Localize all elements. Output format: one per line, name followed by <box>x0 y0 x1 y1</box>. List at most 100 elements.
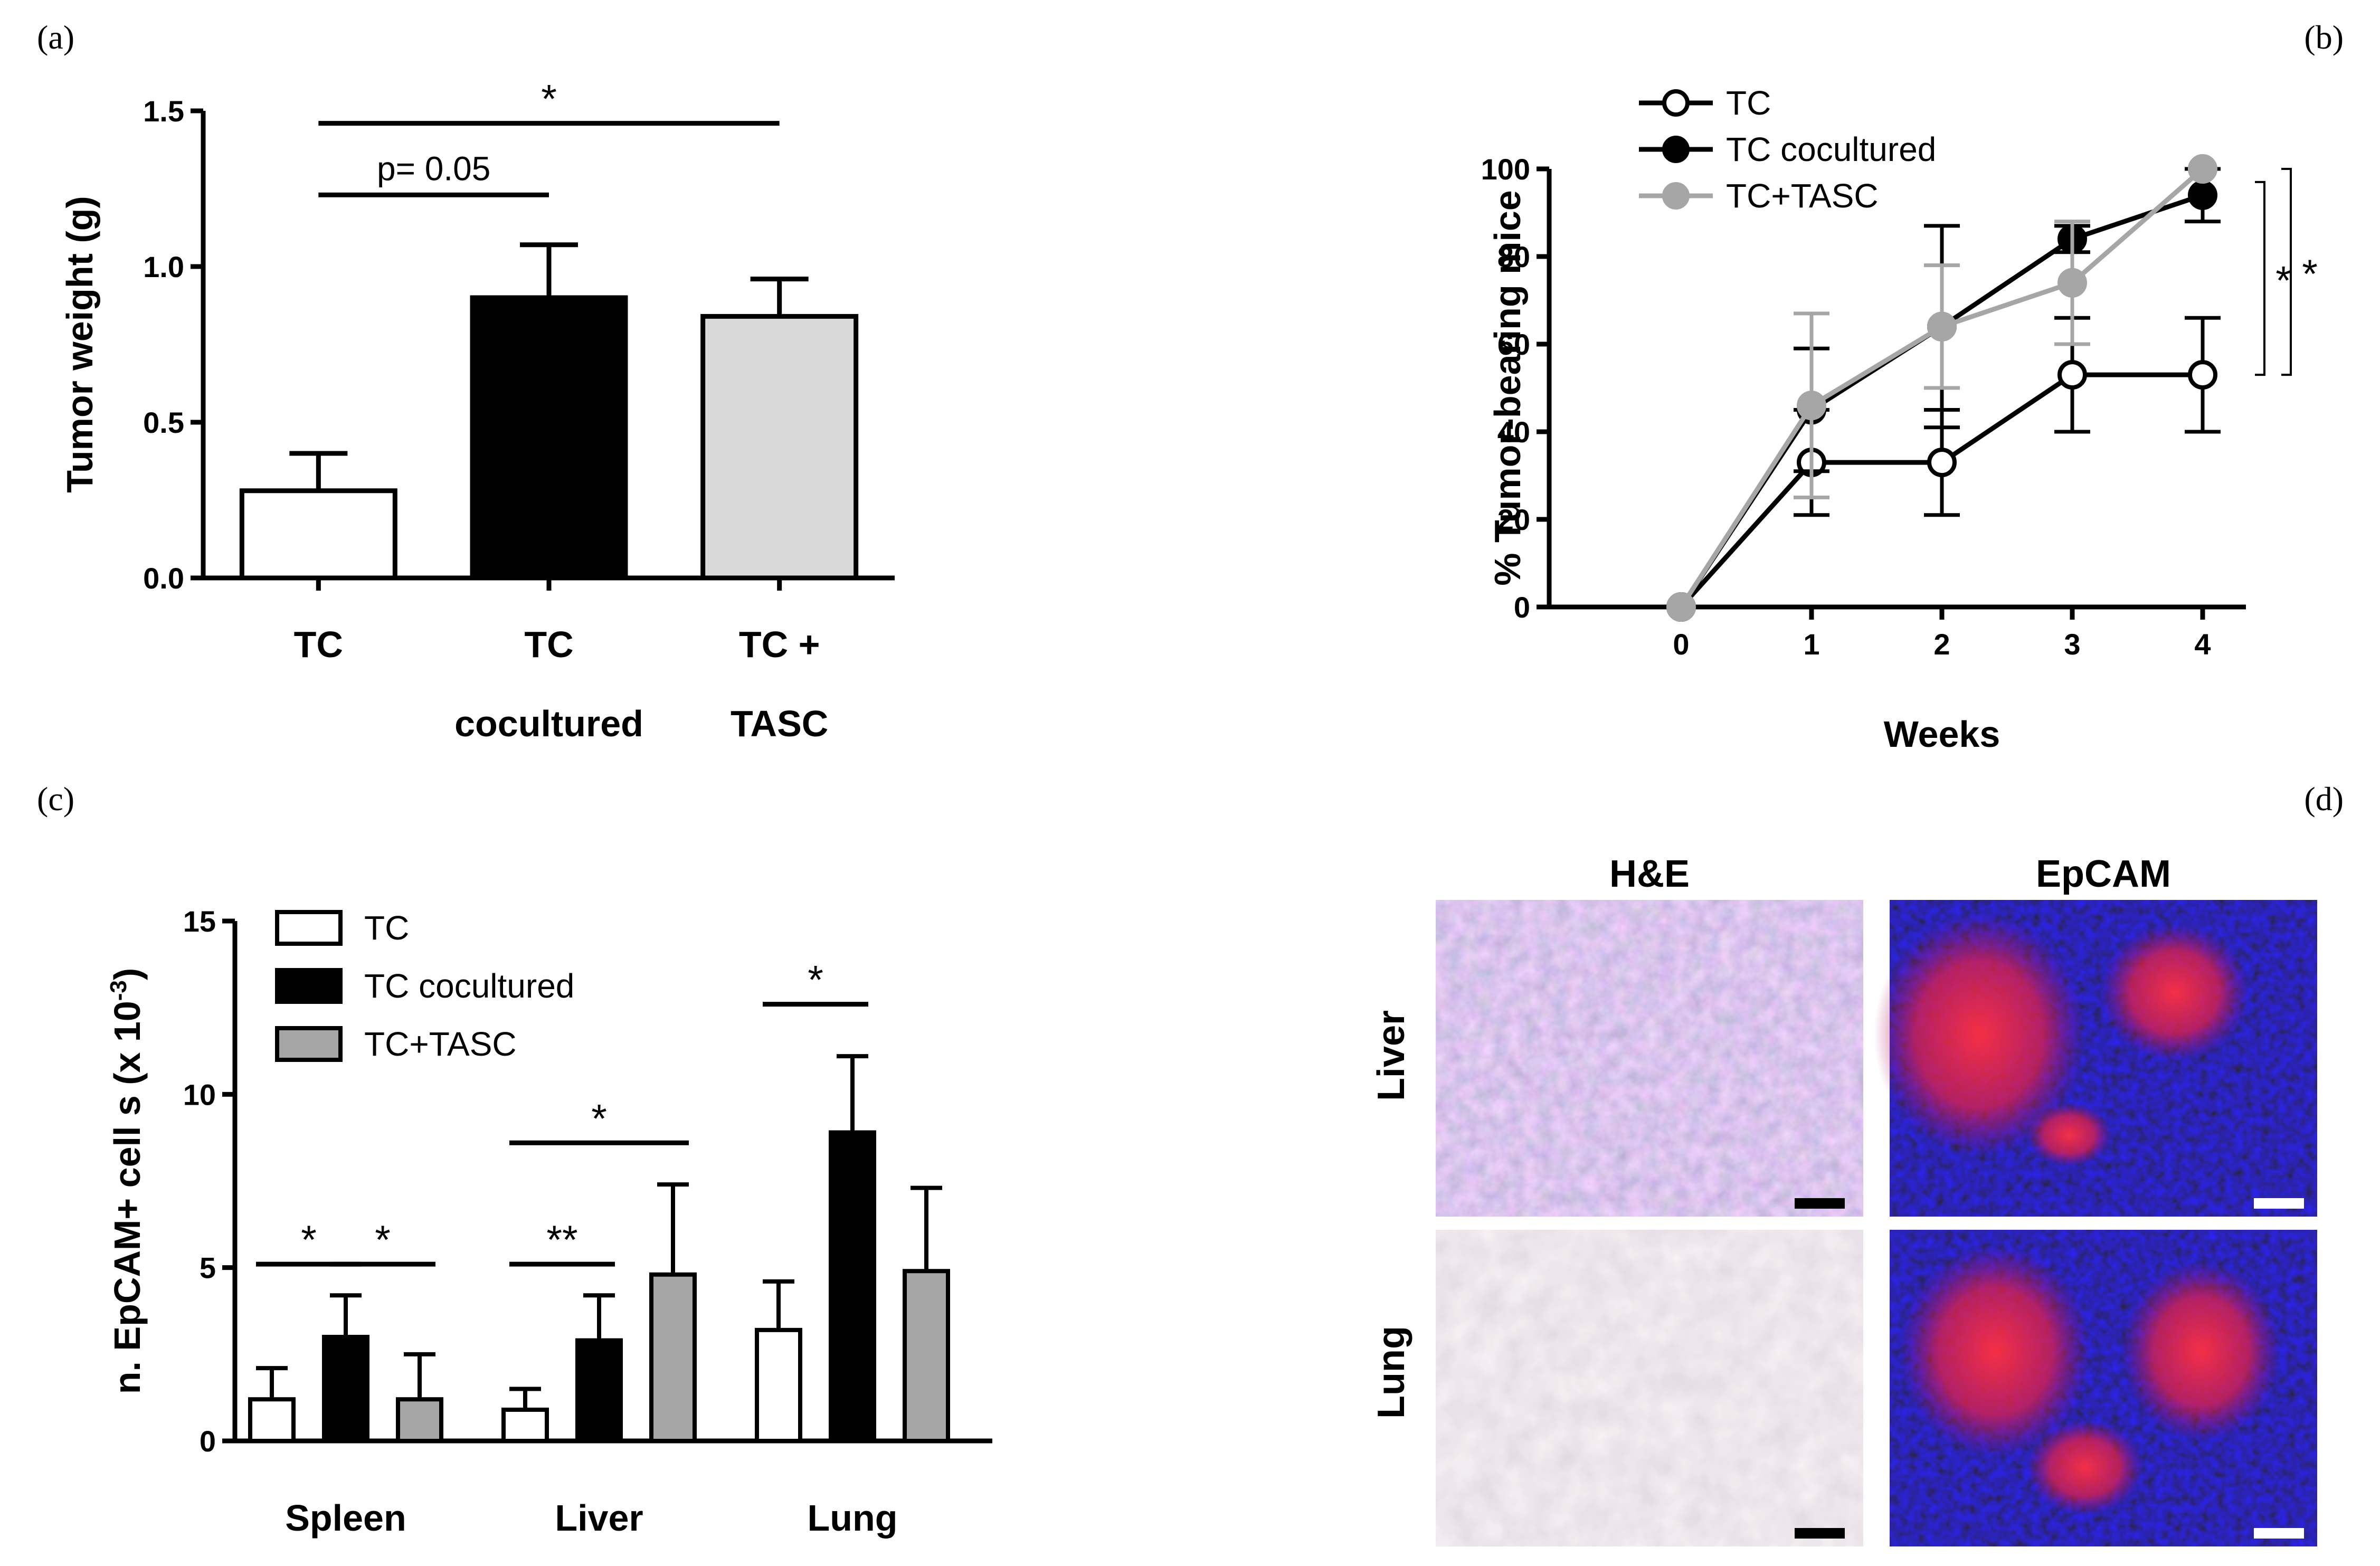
micrograph-grid: H&E EpCAM Liver Lung <box>1370 853 2317 1546</box>
series-tc <box>248 1279 802 1444</box>
significance-label: * <box>301 1218 317 1263</box>
x-axis-title: Weeks <box>1884 714 2000 755</box>
bar <box>649 1272 697 1444</box>
legend-label: TC cocultured <box>1726 130 1936 168</box>
scale-bar <box>2254 1198 2304 1209</box>
data-point <box>2188 360 2217 390</box>
micrograph-liver-he <box>1436 900 1863 1217</box>
legend-label: TC <box>1726 84 1771 122</box>
data-point <box>2188 154 2217 184</box>
legend-marker <box>1662 182 1690 210</box>
significance-bracket <box>2281 168 2292 376</box>
data-point <box>2188 180 2217 210</box>
bar <box>470 295 628 581</box>
y-tick-label: 0 <box>1514 591 1530 624</box>
y-tick-label: 40 <box>1497 415 1530 449</box>
chart-a-tumor-weight: 0.0 0.5 1.0 1.5 Tumor weight (g) TC TC cocultur… <box>59 77 895 744</box>
micro-col-epcam: EpCAM <box>2036 853 2171 895</box>
legend-label: TC <box>364 909 409 947</box>
micro-row-liver: Liver <box>1370 1010 1412 1101</box>
data-point <box>1927 311 1957 341</box>
scale-bar <box>2254 1528 2304 1539</box>
x-tick-label: 0 <box>1673 628 1689 661</box>
bar <box>903 1269 950 1444</box>
bar <box>239 488 397 581</box>
y-tick-label: 0.5 <box>143 406 184 439</box>
category-label: TASC <box>731 703 828 744</box>
series-tc-tasc <box>396 1182 950 1444</box>
panel-label-a: (a) <box>37 18 74 56</box>
series-tc-tasc <box>1666 154 2217 622</box>
x-tick-label: 1 <box>1803 628 1819 661</box>
legend-marker <box>1662 136 1690 163</box>
data-point <box>1666 592 1696 622</box>
x-tick-label: 4 <box>2194 628 2211 661</box>
bar <box>322 1335 369 1443</box>
panel-label-b: (b) <box>2304 18 2344 56</box>
y-tick-label: 0 <box>200 1425 216 1458</box>
category-label: TC + <box>739 624 820 665</box>
legend-label: TC cocultured <box>364 967 574 1005</box>
series-tc-cocultured <box>1666 167 2221 622</box>
significance-label: * <box>2275 259 2291 303</box>
legend-swatch <box>275 910 343 946</box>
data-point <box>1927 448 1957 478</box>
legend-label: TC+TASC <box>364 1025 517 1063</box>
bar <box>829 1130 876 1443</box>
panel-label-c: (c) <box>37 780 74 818</box>
significance-label: * <box>591 1096 607 1141</box>
category-label: Spleen <box>285 1497 406 1539</box>
y-tick-label: 100 <box>1481 153 1530 186</box>
bar <box>396 1397 443 1443</box>
y-tick-label: 15 <box>183 905 216 938</box>
y-tick-label: 1.0 <box>143 250 184 283</box>
x-tick-label: 3 <box>2064 628 2080 661</box>
significance-label: * <box>375 1218 391 1263</box>
data-point <box>1797 391 1826 421</box>
y-axis-title: n. EpCAM+ cell s (x 10-3) <box>106 968 148 1394</box>
series-tc <box>1666 316 2221 622</box>
micrograph-lung-he <box>1436 1230 1863 1546</box>
chart-b-tumor-bearing: 0 20 40 60 80 100 0 1 2 3 4 Weeks % Tumor-bearing mi… <box>1481 84 2318 755</box>
data-point <box>2057 268 2087 298</box>
micro-col-he: H&E <box>1609 853 1690 895</box>
legend-label: TC+TASC <box>1726 177 1879 215</box>
data-point <box>2057 360 2087 390</box>
category-label: TC <box>524 624 573 665</box>
y-tick-label: 5 <box>200 1251 216 1285</box>
significance-label: ** <box>546 1218 577 1263</box>
category-label: Lung <box>807 1497 897 1539</box>
series-tc-cocultured <box>322 1054 876 1443</box>
y-tick-label: 1.5 <box>143 94 184 128</box>
significance-label: * <box>541 77 557 122</box>
bar <box>755 1327 802 1444</box>
bar <box>248 1397 296 1443</box>
bar <box>575 1338 623 1443</box>
significance-label: * <box>808 958 823 1003</box>
x-tick-label: 2 <box>1933 628 1950 661</box>
category-label: TC <box>294 624 343 665</box>
y-tick-label: 0.0 <box>143 562 184 595</box>
chart-c-epcam-cells: 0 5 10 15 n. EpCAM+ cell s (x 10-3) Spleen Liv… <box>106 905 992 1539</box>
significance-label: * <box>2302 252 2318 297</box>
legend-marker <box>1662 89 1690 117</box>
micrograph-liver-epcam <box>1874 900 2317 1217</box>
bar <box>700 314 859 581</box>
bar <box>501 1407 549 1443</box>
y-axis-title: Tumor weight (g) <box>59 196 100 493</box>
y-axis-title: % Tumor-bearing mice <box>1487 190 1528 585</box>
category-label: Liver <box>555 1497 643 1539</box>
y-tick-label: 20 <box>1497 503 1530 536</box>
scale-bar <box>1795 1198 1845 1209</box>
y-tick-label: 60 <box>1497 328 1530 361</box>
legend-swatch <box>275 1026 343 1062</box>
significance-label: p= 0.05 <box>377 149 490 187</box>
y-tick-label: 80 <box>1497 240 1530 273</box>
scale-bar <box>1795 1528 1845 1539</box>
legend-swatch <box>275 968 343 1004</box>
y-tick-label: 10 <box>183 1078 216 1111</box>
micro-row-lung: Lung <box>1370 1326 1412 1419</box>
micrograph-lung-epcam <box>1890 1230 2317 1546</box>
category-label: cocultured <box>454 703 643 744</box>
